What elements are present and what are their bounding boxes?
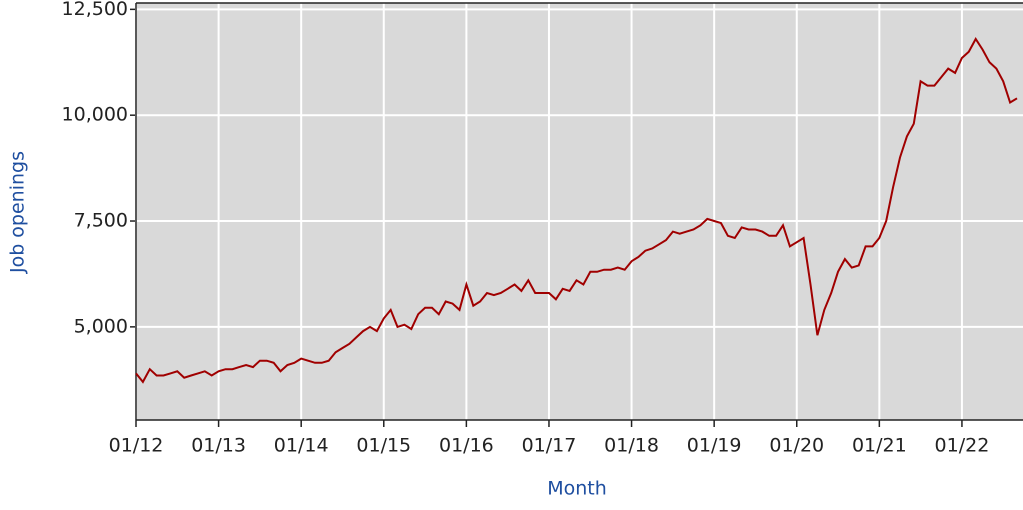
x-tick-label: 01/16	[439, 435, 494, 457]
x-tick-label: 01/13	[191, 435, 246, 457]
data-line	[135, 37, 1018, 384]
x-tick-label: 01/12	[109, 435, 164, 457]
x-tick-label: 01/14	[274, 435, 329, 457]
y-tick-label: 10,000	[62, 104, 128, 126]
x-tick-label: 01/19	[687, 435, 742, 457]
y-axis-title: Job openings	[7, 151, 29, 274]
x-tick-label: 01/21	[852, 435, 907, 457]
x-tick-label: 01/20	[769, 435, 824, 457]
x-tick-label: 01/18	[604, 435, 659, 457]
y-tick-label: 7,500	[74, 210, 128, 232]
plot-area	[136, 3, 1023, 420]
y-tick-label: 12,500	[62, 0, 128, 20]
x-axis-title: Month	[547, 478, 607, 500]
x-tick-label: 01/17	[522, 435, 577, 457]
x-tick-label: 01/15	[356, 435, 411, 457]
x-tick-label: 01/22	[935, 435, 990, 457]
y-tick-label: 5,000	[74, 315, 128, 337]
